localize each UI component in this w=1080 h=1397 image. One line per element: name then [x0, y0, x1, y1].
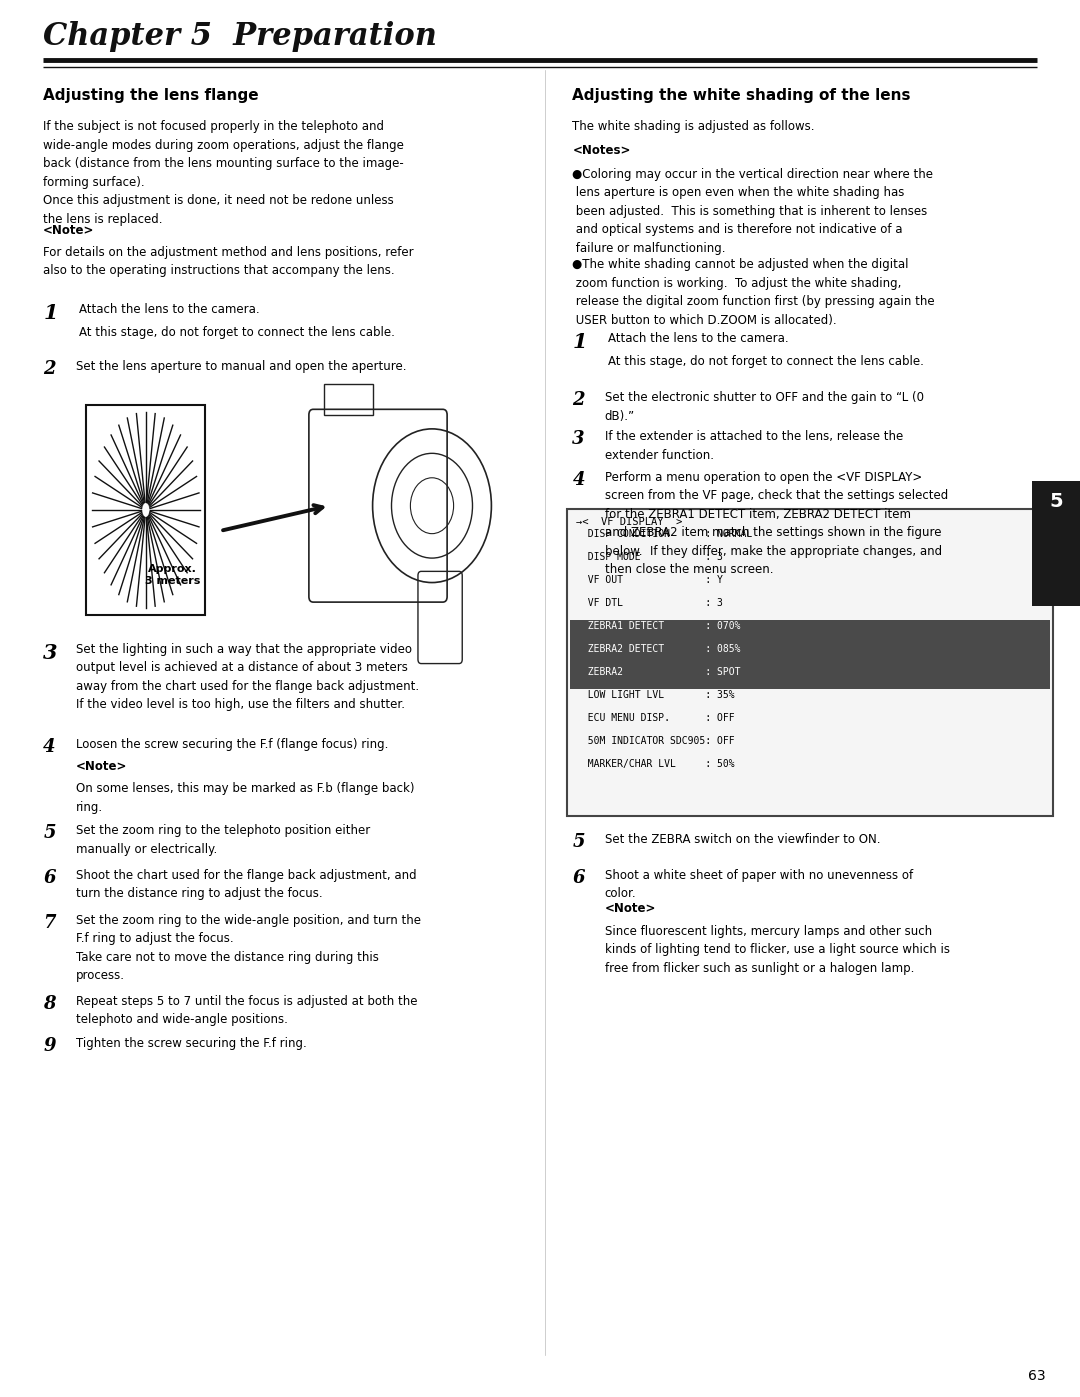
- Text: ●The white shading cannot be adjusted when the digital
 zoom function is working: ●The white shading cannot be adjusted wh…: [572, 258, 935, 327]
- Text: 7: 7: [43, 914, 56, 932]
- Text: Chapter 5  Preparation: Chapter 5 Preparation: [43, 21, 437, 52]
- Text: MARKER/CHAR LVL     : 50%: MARKER/CHAR LVL : 50%: [576, 760, 734, 770]
- Text: Since fluorescent lights, mercury lamps and other such
kinds of lighting tend to: Since fluorescent lights, mercury lamps …: [605, 925, 949, 975]
- Text: Loosen the screw securing the F.f (flange focus) ring.: Loosen the screw securing the F.f (flang…: [76, 738, 388, 750]
- Text: <Note>: <Note>: [43, 224, 95, 236]
- Text: 1: 1: [572, 332, 586, 352]
- Text: The white shading is adjusted as follows.: The white shading is adjusted as follows…: [572, 120, 815, 133]
- Text: Set the lens aperture to manual and open the aperture.: Set the lens aperture to manual and open…: [76, 360, 406, 373]
- Text: →<  VF DISPLAY  >: →< VF DISPLAY >: [576, 517, 681, 527]
- Text: For details on the adjustment method and lens positions, refer
also to the opera: For details on the adjustment method and…: [43, 246, 414, 278]
- Text: Tighten the screw securing the F.f ring.: Tighten the screw securing the F.f ring.: [76, 1037, 307, 1049]
- Text: Adjusting the white shading of the lens: Adjusting the white shading of the lens: [572, 88, 910, 103]
- Bar: [570, 643, 1050, 666]
- Text: 5: 5: [572, 833, 585, 851]
- Text: Set the zoom ring to the telephoto position either
manually or electrically.: Set the zoom ring to the telephoto posit…: [76, 824, 369, 856]
- Text: Approx.
3 meters: Approx. 3 meters: [145, 564, 201, 585]
- Text: DISP CONDITION      : NORMAL: DISP CONDITION : NORMAL: [576, 529, 752, 539]
- Text: 6: 6: [43, 869, 56, 887]
- Bar: [86, 405, 205, 615]
- Text: <Note>: <Note>: [76, 760, 127, 773]
- Text: On some lenses, this may be marked as F.b (flange back)
ring.: On some lenses, this may be marked as F.…: [76, 782, 414, 814]
- Text: Repeat steps 5 to 7 until the focus is adjusted at both the
telephoto and wide-a: Repeat steps 5 to 7 until the focus is a…: [76, 995, 417, 1027]
- Text: If the extender is attached to the lens, release the
extender function.: If the extender is attached to the lens,…: [605, 430, 903, 462]
- Text: <Note>: <Note>: [605, 902, 657, 915]
- Text: 4: 4: [43, 738, 56, 756]
- Text: 3: 3: [572, 430, 585, 448]
- Text: VF DTL              : 3: VF DTL : 3: [576, 598, 723, 608]
- Text: 2: 2: [572, 391, 585, 409]
- Text: Set the ZEBRA switch on the viewfinder to ON.: Set the ZEBRA switch on the viewfinder t…: [605, 833, 880, 845]
- Text: Set the zoom ring to the wide-angle position, and turn the
F.f ring to adjust th: Set the zoom ring to the wide-angle posi…: [76, 914, 420, 982]
- Text: 2: 2: [43, 360, 56, 379]
- Text: At this stage, do not forget to connect the lens cable.: At this stage, do not forget to connect …: [79, 326, 394, 338]
- Text: ECU MENU DISP.      : OFF: ECU MENU DISP. : OFF: [576, 712, 734, 724]
- Text: <Notes>: <Notes>: [572, 144, 631, 156]
- Text: At this stage, do not forget to connect the lens cable.: At this stage, do not forget to connect …: [608, 355, 923, 367]
- Text: Shoot a white sheet of paper with no unevenness of
color.: Shoot a white sheet of paper with no une…: [605, 869, 913, 901]
- Text: 5: 5: [1050, 492, 1063, 511]
- Text: LOW LIGHT LVL       : 35%: LOW LIGHT LVL : 35%: [576, 690, 734, 700]
- Text: Perform a menu operation to open the <VF DISPLAY>
screen from the VF page, check: Perform a menu operation to open the <VF…: [605, 471, 948, 577]
- Text: 9: 9: [43, 1037, 56, 1055]
- Bar: [570, 620, 1050, 643]
- Text: VF OUT              : Y: VF OUT : Y: [576, 576, 723, 585]
- Bar: [1032, 481, 1080, 606]
- Text: ZEBRA2 DETECT       : 085%: ZEBRA2 DETECT : 085%: [576, 644, 740, 654]
- Text: Attach the lens to the camera.: Attach the lens to the camera.: [608, 332, 788, 345]
- Text: 3: 3: [43, 643, 57, 662]
- Bar: [570, 666, 1050, 689]
- Text: 4: 4: [572, 471, 585, 489]
- Text: 8: 8: [43, 995, 56, 1013]
- Text: 50M INDICATOR SDC905: OFF: 50M INDICATOR SDC905: OFF: [576, 736, 734, 746]
- Text: ●Coloring may occur in the vertical direction near where the
 lens aperture is o: ●Coloring may occur in the vertical dire…: [572, 168, 933, 254]
- Text: 1: 1: [43, 303, 57, 323]
- Text: Adjusting the lens flange: Adjusting the lens flange: [43, 88, 259, 103]
- Text: 5: 5: [43, 824, 56, 842]
- Text: Shoot the chart used for the flange back adjustment, and
turn the distance ring : Shoot the chart used for the flange back…: [76, 869, 416, 901]
- Text: DISP MODE           : 3: DISP MODE : 3: [576, 552, 723, 562]
- Bar: [567, 509, 1053, 816]
- Text: ZEBRA2              : SPOT: ZEBRA2 : SPOT: [576, 668, 740, 678]
- Text: Set the electronic shutter to OFF and the gain to “L (0
dB).”: Set the electronic shutter to OFF and th…: [605, 391, 923, 423]
- Text: 63: 63: [1028, 1369, 1045, 1383]
- Bar: [324, 384, 373, 415]
- Text: If the subject is not focused properly in the telephoto and
wide-angle modes dur: If the subject is not focused properly i…: [43, 120, 404, 226]
- Text: ZEBRA1 DETECT       : 070%: ZEBRA1 DETECT : 070%: [576, 620, 740, 631]
- Text: Attach the lens to the camera.: Attach the lens to the camera.: [79, 303, 259, 316]
- Text: Set the lighting in such a way that the appropriate video
output level is achiev: Set the lighting in such a way that the …: [76, 643, 419, 711]
- Text: 6: 6: [572, 869, 585, 887]
